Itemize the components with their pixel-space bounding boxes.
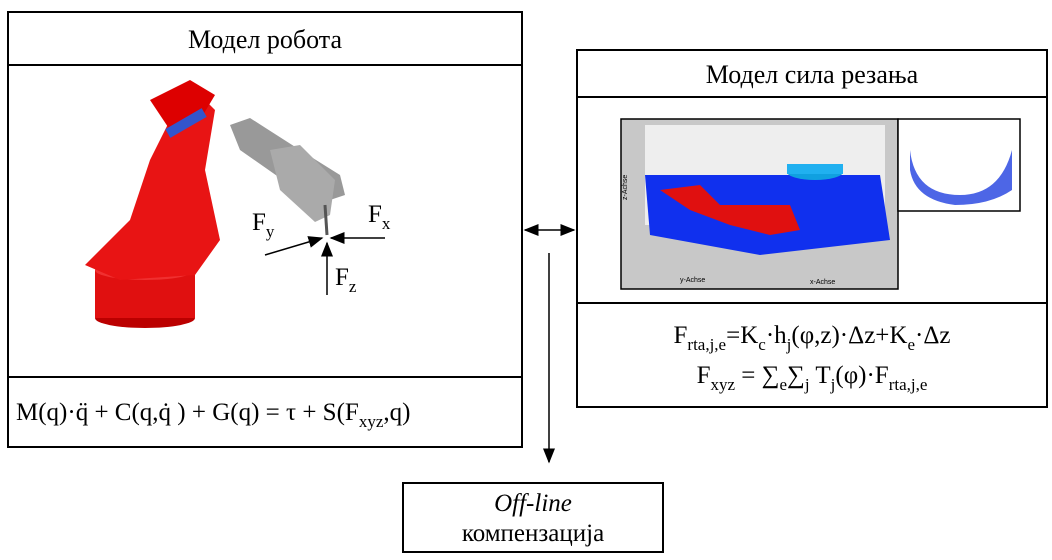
robot-equation: M(q)·q̈ + C(q,q̇ ) + G(q) = τ + S(Fxyz,q…: [16, 399, 410, 431]
robot-illustration: [85, 80, 345, 328]
formula-text: M(q)·q̈ + C(q,q̇ ) + G(q) = τ + S(F: [16, 399, 359, 426]
formula-text: F: [252, 209, 266, 236]
subscript: y: [266, 222, 275, 241]
formula-text: F: [674, 322, 688, 349]
robot-model-title: Модел робота: [188, 25, 343, 54]
subscript: rta,j,e: [889, 375, 928, 394]
formula-text: ∑: [787, 362, 805, 389]
formula-text: ·h: [766, 322, 787, 349]
subscript: x: [382, 214, 391, 233]
formula-text: ·Δz: [915, 322, 951, 349]
force-label: Fy: [252, 209, 275, 241]
formula-text: = ∑: [735, 362, 779, 389]
subscript: z: [349, 277, 357, 296]
compensation-label: компензација: [462, 520, 604, 547]
subscript: e: [779, 375, 787, 394]
force-plot: z-Achse y-Achse x-Achse: [621, 119, 1020, 289]
formula-text: =K: [726, 322, 758, 349]
formula-text: F: [697, 362, 711, 389]
plot-axis-label: z-Achse: [622, 175, 629, 200]
formula-text: (φ,z)·Δz+K: [791, 322, 907, 349]
formula-text: F: [368, 201, 382, 228]
force-label: Fx: [368, 201, 391, 233]
subscript: xyz: [711, 375, 736, 394]
plot-axis-label: y-Achse: [680, 277, 705, 284]
cutting-force-title: Модел сила резања: [706, 60, 919, 89]
cutting-equation: Fxyz = ∑e∑j Tj(φ)·Frta,j,e: [697, 362, 928, 394]
cutting-equation: Frta,j,e=Kc·hj(φ,z)·Δz+Ke·Δz: [674, 322, 951, 354]
subscript: e: [907, 335, 915, 354]
formula-text: (φ)·F: [835, 362, 888, 389]
subscript: rta,j,e: [687, 335, 726, 354]
formula-text: F: [335, 264, 349, 291]
compensation-label: Off-line: [494, 490, 572, 517]
force-label: Fz: [335, 264, 357, 296]
formula-text: ,q): [383, 399, 410, 426]
formula-text: T: [810, 362, 831, 389]
subscript: xyz: [359, 412, 384, 431]
plot-axis-label: x-Achse: [810, 279, 835, 286]
